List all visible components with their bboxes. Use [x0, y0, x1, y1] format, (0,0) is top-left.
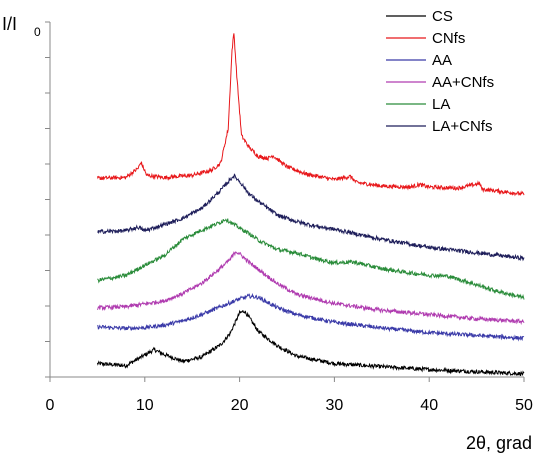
x-tick-label: 40	[420, 397, 438, 414]
series-line-4	[97, 218, 525, 300]
legend-label: CNfs	[432, 30, 465, 47]
legend-label: LA+CNfs	[432, 118, 492, 135]
x-tick-label: 0	[46, 397, 55, 414]
x-axis-title: 2θ, grad	[466, 433, 532, 453]
x-tick-label: 50	[515, 397, 533, 414]
series-line-1	[96, 33, 525, 197]
y-axis-title: I/I 0	[2, 14, 41, 39]
legend-label: AA	[432, 52, 452, 69]
x-tick-label: 20	[231, 397, 249, 414]
plot-area: 0 10 20 30 40 50	[45, 21, 533, 414]
y-axis-ticks	[45, 21, 50, 378]
series-lines	[96, 33, 525, 377]
legend-label: CS	[432, 8, 453, 25]
legend-label: AA+CNfs	[432, 74, 494, 91]
series-line-0	[96, 309, 525, 377]
y-axis-title-sub: 0	[34, 25, 41, 39]
x-tick-label: 30	[326, 397, 344, 414]
series-line-2	[97, 292, 525, 342]
series-line-5	[97, 173, 525, 262]
x-tick-label: 10	[136, 397, 154, 414]
series-line-3	[96, 251, 525, 326]
legend: CS CNfs AA AA+CNfs LA LA+CNfs	[386, 8, 494, 135]
legend-label: LA	[432, 96, 450, 113]
x-axis-tick-labels: 0 10 20 30 40 50	[46, 397, 533, 414]
x-axis-ticks	[49, 377, 525, 382]
y-axis-title-main: I/I	[2, 14, 17, 34]
